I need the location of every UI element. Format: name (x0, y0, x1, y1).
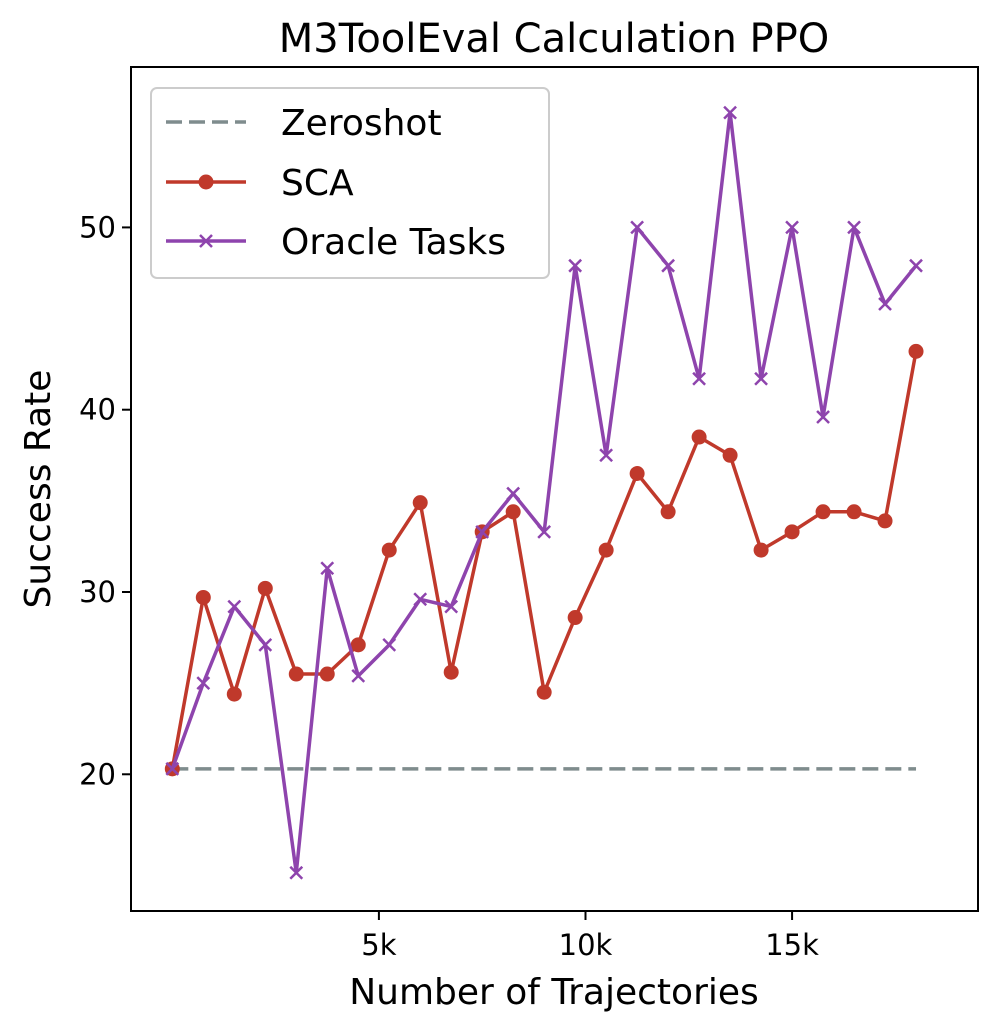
oracle-tasks-point (196, 676, 211, 691)
legend-oracle-tasks-label: Oracle Tasks (281, 222, 506, 263)
oracle-tasks-point (754, 371, 768, 386)
sca-point (660, 504, 676, 520)
sca-point (691, 429, 707, 445)
oracle-tasks-point (785, 220, 799, 235)
sca-point (505, 504, 521, 520)
chart-title: M3ToolEval Calculation PPO (279, 16, 830, 62)
oracle-tasks-point (351, 668, 366, 683)
oracle-tasks-point (258, 637, 273, 652)
plot-frame (130, 66, 979, 912)
sca-point (319, 666, 335, 682)
sca-point (908, 343, 924, 359)
oracle-tasks-point (413, 592, 428, 607)
sca-point (846, 504, 862, 520)
y-tick-label: 30 (79, 575, 116, 609)
x-tick-label: 15k (765, 928, 819, 962)
oracle-tasks-point (847, 220, 861, 235)
legend-zeroshot-label: Zeroshot (281, 103, 442, 144)
sca-point (598, 542, 614, 558)
sca-point (195, 589, 211, 605)
y-axis-ticks: 20 30 40 50 (79, 210, 131, 791)
y-tick-label: 50 (79, 210, 116, 244)
sca-point (722, 447, 738, 463)
sca-point (350, 637, 366, 653)
x-tick-label: 10k (559, 928, 613, 962)
legend-sca-label: SCA (281, 163, 354, 204)
oracle-tasks-point (630, 220, 645, 235)
legend: Zeroshot SCA Oracle Tasks (150, 87, 550, 279)
sca-point (567, 610, 583, 626)
sca-point (784, 524, 800, 540)
legend-oracle-tasks-marker (199, 234, 213, 248)
sca-point (753, 542, 769, 558)
oracle-tasks-point (320, 561, 335, 576)
x-tick-label: 5k (361, 928, 396, 962)
legend-box (150, 87, 550, 279)
sca-point (815, 504, 831, 520)
y-tick-label: 20 (79, 757, 116, 791)
oracle-tasks-point (506, 486, 521, 501)
oracle-tasks-point (537, 524, 552, 539)
oracle-tasks-point (382, 637, 397, 652)
sca-point (443, 664, 459, 680)
sca-point (226, 686, 242, 702)
oracle-tasks-point (165, 761, 180, 776)
y-axis-label: Success Rate (18, 370, 59, 609)
oracle-tasks-point (599, 448, 614, 463)
sca-point (877, 513, 893, 529)
oracle-tasks-point (878, 297, 892, 311)
oracle-tasks-point (568, 258, 583, 273)
oracle-tasks-point (723, 105, 737, 120)
oracle-tasks-point (227, 599, 242, 614)
oracle-tasks-point (909, 258, 923, 273)
x-axis-ticks: 5k 10k 15k (361, 911, 819, 962)
sca-point (629, 466, 645, 482)
sca-point (536, 684, 552, 700)
oracle-tasks-point (289, 865, 304, 880)
y-tick-label: 40 (79, 393, 116, 427)
sca-point (412, 495, 428, 511)
sca-point (257, 580, 273, 596)
oracle-tasks-point (692, 371, 706, 386)
sca-point (381, 542, 397, 558)
oracle-tasks-point (475, 524, 490, 539)
sca-point (288, 666, 304, 682)
x-axis-label: Number of Trajectories (349, 972, 759, 1013)
oracle-tasks-point (816, 410, 830, 424)
oracle-tasks-point (444, 599, 459, 614)
series-layer (164, 105, 924, 880)
oracle-tasks-point (661, 258, 676, 273)
legend-sca-marker (198, 174, 214, 190)
